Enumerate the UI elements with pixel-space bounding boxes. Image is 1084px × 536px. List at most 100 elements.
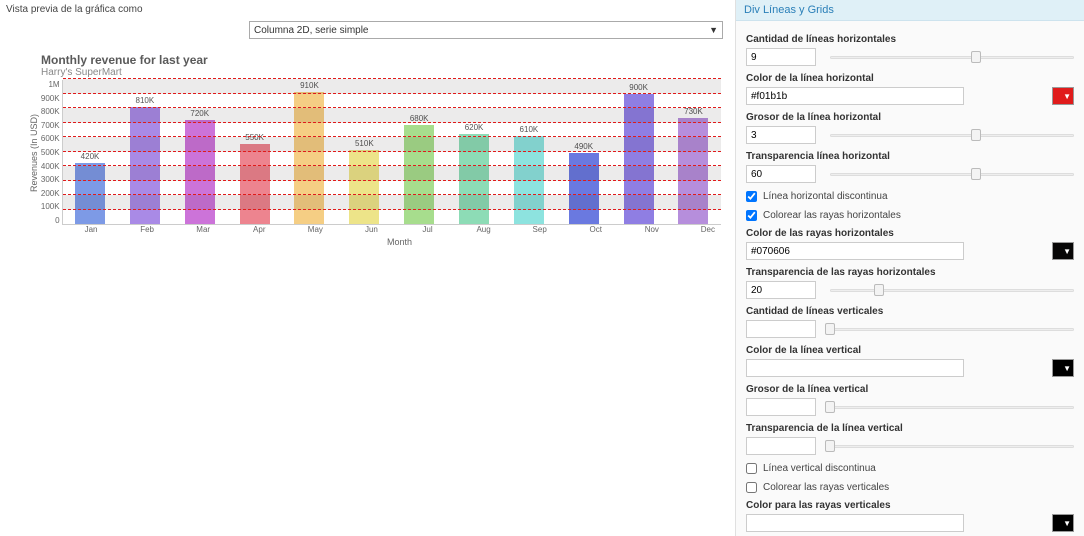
- row-h-lines-count: [746, 48, 1074, 66]
- swatch-v-line-color[interactable]: ▼: [1052, 359, 1074, 377]
- row-v-line-thickness: [746, 398, 1074, 416]
- row-h-shade: Colorear las rayas horizontales: [746, 210, 1074, 221]
- grid-line: [63, 180, 721, 181]
- input-h-lines-count[interactable]: [746, 48, 816, 66]
- label-h-line-thickness: Grosor de la línea horizontal: [746, 112, 1074, 123]
- xtick: Oct: [568, 225, 624, 234]
- chart-preview-pane: Vista previa de la gráfica como Columna …: [0, 0, 735, 536]
- bar: [569, 153, 599, 224]
- row-v-line-color: ▼: [746, 359, 1074, 377]
- chart-type-value: Columna 2D, serie simple: [254, 25, 369, 36]
- checkbox-h-dashed[interactable]: [746, 191, 757, 202]
- row-h-line-color: ▼: [746, 87, 1074, 105]
- grid-shade: [63, 79, 721, 94]
- label-h-shade: Colorear las rayas horizontales: [763, 210, 901, 221]
- checkbox-v-shade[interactable]: [746, 482, 757, 493]
- label-v-shade: Colorear las rayas verticales: [763, 482, 889, 493]
- input-h-line-thickness[interactable]: [746, 126, 816, 144]
- label-h-line-alpha: Transparencia línea horizontal: [746, 151, 1074, 162]
- bar-value-label: 810K: [136, 96, 155, 105]
- grid-shade: [63, 166, 721, 181]
- row-h-line-thickness: [746, 126, 1074, 144]
- label-h-shade-color: Color de las rayas horizontales: [746, 228, 1074, 239]
- xaxis-title: Month: [63, 237, 736, 247]
- slider-h-shade-alpha[interactable]: [830, 282, 1074, 298]
- xtick: Sep: [512, 225, 568, 234]
- chart-subtitle: Harry's SuperMart: [41, 67, 721, 78]
- xtick: Nov: [624, 225, 680, 234]
- row-v-dashed: Línea vertical discontinua: [746, 463, 1074, 474]
- swatch-h-line-color[interactable]: ▼: [1052, 87, 1074, 105]
- plot-area: 420K810K720K550K910K510K680K620K610K490K…: [62, 80, 721, 225]
- xtick: Jun: [343, 225, 399, 234]
- input-h-shade-color[interactable]: [746, 242, 964, 260]
- swatch-v-shade-color[interactable]: ▼: [1052, 514, 1074, 532]
- slider-h-line-alpha[interactable]: [830, 166, 1074, 182]
- xtick: Jul: [400, 225, 456, 234]
- grid-line: [63, 151, 721, 152]
- settings-sidebar: Div Líneas y Grids Cantidad de líneas ho…: [735, 0, 1084, 536]
- slider-v-lines-count[interactable]: [830, 321, 1074, 337]
- slider-v-line-thickness[interactable]: [830, 399, 1074, 415]
- input-v-line-thickness[interactable]: [746, 398, 816, 416]
- slider-v-line-alpha[interactable]: [830, 438, 1074, 454]
- chart-type-dropdown[interactable]: Columna 2D, serie simple ▼: [249, 21, 723, 39]
- slider-h-lines-count[interactable]: [830, 49, 1074, 65]
- ytick: 600K: [40, 134, 60, 143]
- input-h-line-color[interactable]: [746, 87, 964, 105]
- grid-shade: [63, 108, 721, 123]
- xtick: Apr: [231, 225, 287, 234]
- row-h-shade-alpha: [746, 281, 1074, 299]
- ytick: 0: [40, 216, 60, 225]
- bar: [240, 144, 270, 224]
- grid-line: [63, 209, 721, 210]
- xaxis-labels: JanFebMarAprMayJunJulAugSepOctNovDec: [63, 225, 736, 234]
- label-h-dashed: Línea horizontal discontinua: [763, 191, 888, 202]
- xtick: Aug: [456, 225, 512, 234]
- row-v-shade: Colorear las rayas verticales: [746, 482, 1074, 493]
- label-v-dashed: Línea vertical discontinua: [763, 463, 876, 474]
- swatch-h-shade-color[interactable]: ▼: [1052, 242, 1074, 260]
- chart-title: Monthly revenue for last year: [41, 53, 721, 67]
- grid-line: [63, 136, 721, 137]
- grid-line: [63, 93, 721, 94]
- row-h-shade-color: ▼: [746, 242, 1074, 260]
- row-v-lines-count: [746, 320, 1074, 338]
- bar-value-label: 610K: [520, 125, 539, 134]
- ytick: 500K: [40, 148, 60, 157]
- row-v-line-alpha: [746, 437, 1074, 455]
- chart-type-row: Columna 2D, serie simple ▼: [0, 21, 735, 47]
- label-v-line-thickness: Grosor de la línea vertical: [746, 384, 1074, 395]
- slider-h-line-thickness[interactable]: [830, 127, 1074, 143]
- label-v-lines-count: Cantidad de líneas verticales: [746, 306, 1074, 317]
- xtick: Jan: [63, 225, 119, 234]
- yaxis-title: Revenues (In USD): [28, 80, 40, 225]
- xtick: May: [287, 225, 343, 234]
- chevron-down-icon: ▼: [709, 25, 718, 35]
- grid-line: [63, 194, 721, 195]
- chart-area: Monthly revenue for last year Harry's Su…: [0, 47, 735, 247]
- input-v-shade-color[interactable]: [746, 514, 964, 532]
- ytick: 700K: [40, 121, 60, 130]
- label-v-line-color: Color de la línea vertical: [746, 345, 1074, 356]
- input-v-lines-count[interactable]: [746, 320, 816, 338]
- ytick: 1M: [40, 80, 60, 89]
- label-v-shade-color: Color para las rayas verticales: [746, 500, 1074, 511]
- panel-body: Cantidad de líneas horizontales Color de…: [736, 21, 1084, 536]
- input-v-line-alpha[interactable]: [746, 437, 816, 455]
- ytick: 400K: [40, 162, 60, 171]
- input-v-line-color[interactable]: [746, 359, 964, 377]
- checkbox-v-dashed[interactable]: [746, 463, 757, 474]
- preview-label: Vista previa de la gráfica como: [0, 0, 735, 21]
- ytick: 900K: [40, 94, 60, 103]
- input-h-shade-alpha[interactable]: [746, 281, 816, 299]
- bar-value-label: 420K: [81, 152, 100, 161]
- input-h-line-alpha[interactable]: [746, 165, 816, 183]
- label-h-line-color: Color de la línea horizontal: [746, 73, 1074, 84]
- grid-line: [63, 78, 721, 79]
- grid-line: [63, 122, 721, 123]
- panel-header[interactable]: Div Líneas y Grids: [736, 0, 1084, 21]
- grid-line: [63, 165, 721, 166]
- bar: [349, 150, 379, 224]
- checkbox-h-shade[interactable]: [746, 210, 757, 221]
